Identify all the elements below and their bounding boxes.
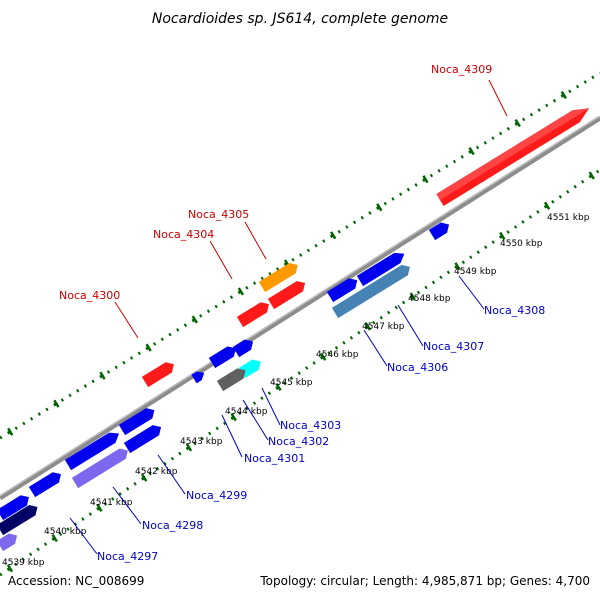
gene-noca-4297a — [28, 472, 61, 498]
inner-ring-tick — [454, 262, 461, 271]
outer-ring-tick — [376, 203, 383, 212]
tick-label: 4548 kbp — [408, 294, 451, 304]
tick-label: 4547 kbp — [362, 322, 405, 332]
tick-label: 4546 kbp — [316, 350, 359, 360]
label-noca-4309: Noca_4309 — [431, 63, 492, 76]
outer-ring-tick — [99, 371, 106, 380]
inner-ring-tick — [141, 473, 148, 482]
label-noca-4298: Noca_4298 — [142, 519, 203, 532]
label-noca-4297: Noca_4297 — [97, 550, 158, 563]
tick-label: 4550 kbp — [500, 239, 543, 249]
label-noca-4307: Noca_4307 — [423, 340, 484, 353]
gene-noca-4302b — [208, 346, 236, 369]
inner-ring-tick — [275, 382, 282, 392]
outer-ring-tick — [560, 90, 567, 100]
tick-label: 4551 kbp — [547, 213, 590, 223]
map-title: Nocardioides sp. JS614, complete genome — [152, 11, 448, 27]
outer-ring-tick — [237, 287, 245, 296]
label-noca-4301: Noca_4301 — [244, 452, 305, 465]
gene-noca-4306 — [331, 264, 410, 319]
tick-label: 4549 kbp — [454, 267, 497, 277]
outer-ring-tick — [468, 147, 475, 156]
outer-ring-tick — [191, 315, 198, 324]
outer-ring-tick — [514, 118, 521, 128]
gene-noca-4302a — [232, 339, 254, 358]
gene-noca-4304 — [267, 281, 306, 310]
gene-noca-4307a — [356, 252, 405, 287]
label-noca-4306: Noca_4306 — [387, 361, 448, 374]
label-noca-4308: Noca_4308 — [484, 304, 545, 317]
outer-ring-tick — [7, 427, 14, 436]
inner-ring-tick — [543, 201, 551, 210]
tick-label: 4543 kbp — [180, 437, 223, 447]
accession-text: Accession: NC_008699 — [8, 574, 145, 588]
inner-ring-tick — [499, 231, 506, 241]
gene-noca-4303-top — [236, 302, 269, 328]
outer-ring-tick — [145, 343, 152, 352]
gene-noca-4305 — [258, 263, 298, 293]
top-strand-genes — [141, 108, 590, 388]
inner-ring-tick — [185, 443, 193, 452]
genome-summary-text: Topology: circular; Length: 4,985,871 bp… — [260, 574, 590, 588]
label-noca-4305: Noca_4305 — [188, 208, 249, 221]
inner-ring-tick — [588, 171, 595, 180]
label-noca-4300: Noca_4300 — [59, 289, 120, 302]
outer-ring-tick — [53, 399, 60, 408]
inner-ring-tick — [51, 534, 58, 543]
gene-noca-4308 — [428, 222, 450, 241]
tick-label: 4544 kbp — [225, 407, 268, 417]
bottom-gene-labels: Noca_4297 Noca_4298 Noca_4299 Noca_4301 … — [97, 304, 545, 563]
gene-noca-4307b — [326, 278, 358, 303]
dotted-rings — [0, 71, 600, 577]
gene-noca-4302 — [216, 368, 246, 392]
outer-ring-tick — [330, 231, 337, 240]
label-noca-4304: Noca_4304 — [153, 228, 214, 241]
label-noca-4303: Noca_4303 — [280, 419, 341, 432]
gene-noca-4309 — [436, 108, 590, 206]
inner-ring-tick — [96, 503, 103, 512]
inner-ring-tick — [320, 352, 327, 361]
inner-dotted-ring — [0, 168, 600, 577]
gene-noca-4301 — [191, 371, 205, 384]
gene-noca-4299a — [118, 408, 155, 436]
top-gene-labels: Noca_4300 Noca_4304 Noca_4305 Noca_4309 — [59, 63, 492, 302]
label-noca-4302: Noca_4302 — [268, 435, 329, 448]
gene-noca-4299b — [123, 425, 162, 454]
outer-dotted-ring — [0, 71, 600, 440]
gene-noca-4300 — [141, 362, 174, 388]
bottom-strand-genes — [0, 222, 450, 552]
leader-lines — [69, 79, 508, 555]
inner-ring-tick — [364, 322, 372, 331]
outer-ring-tick — [422, 175, 429, 184]
tick-label: 4539 kbp — [2, 558, 45, 568]
gene-noca-4298 — [71, 448, 128, 489]
major-ticks — [6, 90, 595, 573]
gene-noca-4297b — [0, 495, 29, 521]
ruler-labels: 4539 kbp 4540 kbp 4541 kbp 4542 kbp 4543… — [2, 213, 590, 568]
label-noca-4299: Noca_4299 — [186, 489, 247, 502]
tick-label: 4542 kbp — [135, 467, 178, 477]
gene-noca-4297d — [0, 533, 18, 552]
gene-noca-4298a — [64, 432, 120, 471]
genome-backbone — [0, 115, 600, 501]
tick-label: 4541 kbp — [90, 498, 133, 508]
inner-ring-tick — [6, 564, 14, 573]
inner-ring-tick — [409, 292, 416, 301]
tick-label: 4545 kbp — [270, 378, 313, 388]
inner-ring-tick — [230, 413, 237, 422]
gene-noca-4297c — [0, 504, 38, 536]
tick-label: 4540 kbp — [44, 527, 87, 537]
